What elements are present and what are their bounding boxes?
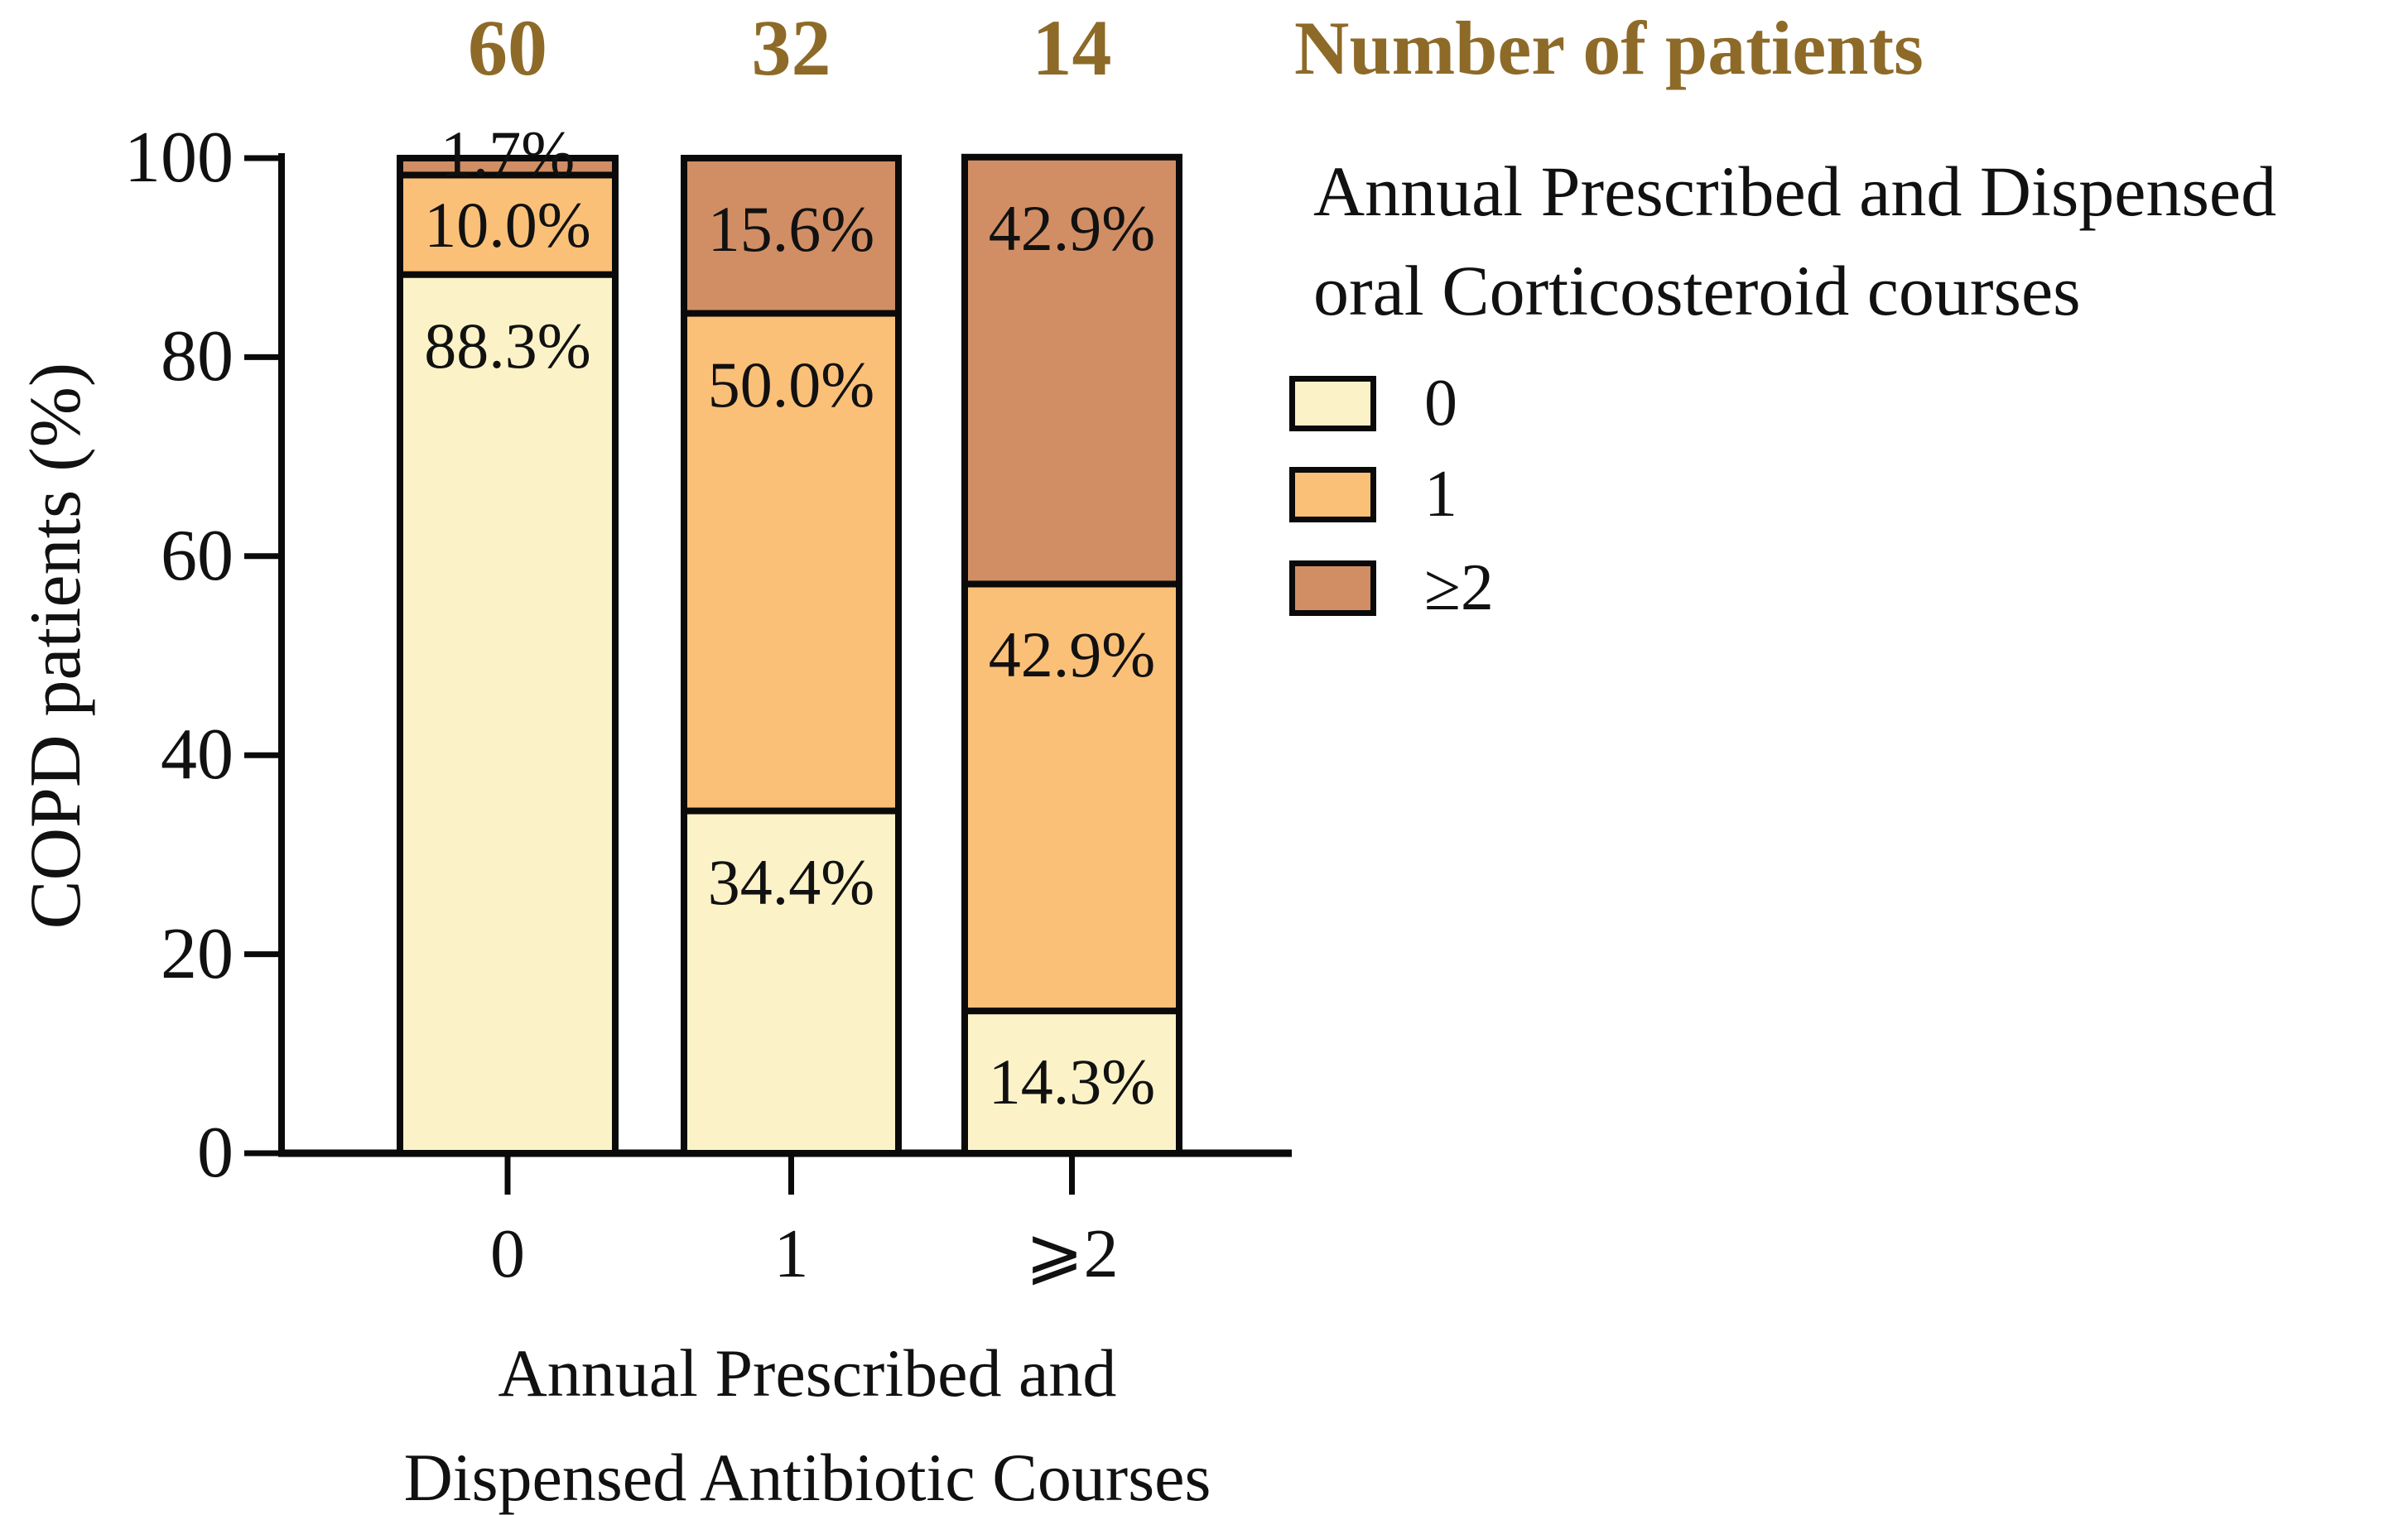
x-tick-label-3: ⩾2 <box>1025 1215 1119 1292</box>
legend-title-line-1: Annual Prescribed and Dispensed <box>1313 152 2277 231</box>
legend-label-2: ≥2 <box>1424 551 1494 624</box>
segment-value-label: 15.6% <box>707 193 875 265</box>
y-tick-label-100: 100 <box>124 118 234 198</box>
legend-label-0: 0 <box>1424 367 1457 440</box>
segment-value-label: 42.9% <box>988 618 1156 691</box>
legend-entry-1: 1 <box>1289 459 1457 529</box>
bar-⩾2-segment-1 <box>961 580 1182 1015</box>
y-tick-label-60: 60 <box>161 515 234 596</box>
patient-count-label-3: 14 <box>1032 3 1112 92</box>
x-axis-title-line-2: Dispensed Antibiotic Courses <box>403 1440 1211 1515</box>
legend-swatch-1-icon <box>1289 466 1376 522</box>
segment-value-label: 50.0% <box>707 348 875 421</box>
y-tick-label-0: 0 <box>197 1113 234 1193</box>
x-tick-label-2: 1 <box>773 1215 809 1292</box>
patient-count-label-1: 60 <box>468 3 547 92</box>
legend-swatch-0-icon <box>1289 375 1376 431</box>
x-tick-label-1: 0 <box>490 1215 525 1292</box>
segment-value-label: 1.7% <box>440 118 576 190</box>
segment-value-label: 34.4% <box>707 845 875 918</box>
bar-0-segment-0 <box>397 271 619 1157</box>
patient-counts-title: Number of patients <box>1294 6 1924 90</box>
patient-count-label-2: 32 <box>751 3 831 92</box>
bar-0-segment-≥2 <box>397 155 619 179</box>
legend-label-1: 1 <box>1424 458 1457 531</box>
y-tick-label-40: 40 <box>161 714 234 796</box>
segment-value-label: 14.3% <box>988 1046 1156 1118</box>
bar-⩾2-segment-0 <box>961 1008 1182 1157</box>
y-tick-label-80: 80 <box>161 316 234 397</box>
legend-entry-2: ≥2 <box>1289 553 1494 623</box>
y-tick-label-20: 20 <box>161 913 234 994</box>
legend-swatch-2-icon <box>1289 560 1376 616</box>
x-axis-title: Annual Prescribed and Dispensed Antibiot… <box>282 1321 1333 1515</box>
bar-⩾2-segment-≥2 <box>961 153 1182 588</box>
y-axis-title: COPD patients (%) <box>16 362 96 930</box>
segment-value-label: 10.0% <box>424 188 591 261</box>
bar-0-segment-1 <box>397 171 619 278</box>
bar-1-segment-≥2 <box>681 155 902 317</box>
segment-value-label: 42.9% <box>988 191 1156 264</box>
segment-value-label: 88.3% <box>424 309 591 382</box>
legend-title-line-2: oral Corticosteroid courses <box>1313 251 2081 330</box>
x-axis-title-line-1: Annual Prescribed and <box>498 1335 1117 1411</box>
legend-entry-0: 0 <box>1289 368 1457 438</box>
